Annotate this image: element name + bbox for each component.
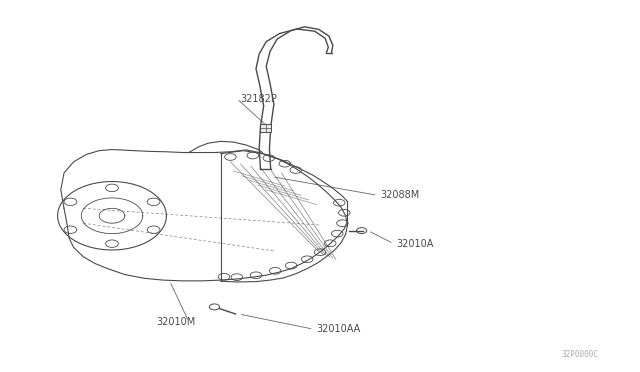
Text: 32010M: 32010M	[157, 317, 196, 327]
Text: 32P0000C: 32P0000C	[561, 350, 598, 359]
Text: 32010A: 32010A	[397, 239, 434, 248]
Text: 32088M: 32088M	[381, 190, 420, 200]
Circle shape	[209, 304, 220, 310]
Circle shape	[356, 228, 367, 234]
Text: 32182P: 32182P	[240, 94, 277, 103]
Text: 32010AA: 32010AA	[317, 324, 361, 334]
Bar	[260, 124, 271, 132]
